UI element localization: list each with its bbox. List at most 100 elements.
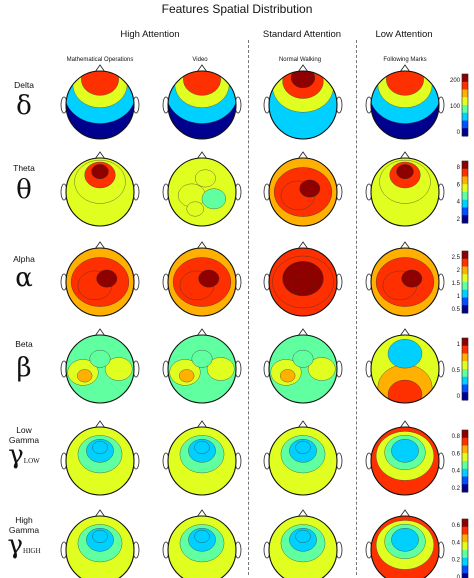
head-outline	[65, 247, 135, 317]
head-outline	[370, 426, 440, 496]
head-outline	[370, 334, 440, 404]
colorbar-segment	[462, 573, 468, 578]
band-symbol-theta: θ	[16, 175, 32, 205]
topomap-head	[60, 64, 140, 140]
nose-outline	[399, 509, 411, 518]
nose-outline	[399, 64, 411, 73]
nose-outline	[94, 64, 106, 73]
head-outline	[167, 426, 237, 496]
nose-outline	[196, 241, 208, 250]
topomap-head	[263, 64, 343, 140]
topomap-contour	[290, 275, 316, 296]
colorbar-frame	[461, 429, 469, 493]
topomap-contour	[387, 339, 423, 369]
topomap-head	[162, 151, 242, 227]
colorbar: 2.5 2 1.5 1 0.5	[452, 250, 469, 314]
head-outline	[370, 247, 440, 317]
head-outline	[268, 334, 338, 404]
topomap-contour	[89, 349, 111, 368]
nose-outline	[196, 509, 208, 518]
colorbar-tick-label: 8	[457, 165, 461, 171]
nose-outline	[399, 420, 411, 429]
band-symbol-alpha: α	[15, 263, 33, 293]
condition-label-marks: Following Marks	[383, 57, 427, 63]
colorbar-segment	[462, 81, 468, 90]
nose-outline	[196, 64, 208, 73]
band-name-beta: Beta	[15, 339, 33, 349]
topomap-contour	[279, 369, 296, 383]
colorbar: 10.50	[452, 337, 469, 401]
topomap-contour	[191, 349, 213, 368]
topomap-contour	[401, 269, 423, 288]
colorbar-segment	[462, 526, 468, 535]
colorbar-segment	[462, 534, 468, 543]
condition-label-math: Mathematical Operations	[66, 57, 134, 63]
colorbar-segment	[462, 361, 468, 370]
band-name-low-gamma: Low Gamma	[8, 425, 40, 445]
band-name-delta: Delta	[14, 80, 34, 90]
colorbar-segment	[462, 437, 468, 446]
colorbar-tick-label: 6	[457, 182, 461, 188]
colorbar-segment	[462, 215, 468, 224]
topomap-contour	[194, 169, 216, 188]
group-label-high-attention: High Attention	[120, 29, 180, 40]
topomap-head	[263, 151, 343, 227]
nose-outline	[94, 151, 106, 160]
colorbar-tick-label: 0.6	[452, 523, 461, 529]
nose-outline	[196, 151, 208, 160]
colorbar-tick-label: 0.2	[452, 486, 461, 492]
colorbar-segment	[462, 445, 468, 454]
head-outline	[65, 157, 135, 227]
nose-outline	[196, 328, 208, 337]
colorbar-segment	[462, 519, 468, 528]
topomap-contour	[201, 188, 227, 210]
topomap-contour	[194, 529, 210, 544]
nose-outline	[297, 241, 309, 250]
colorbar-segment	[462, 353, 468, 362]
topomap-contour	[299, 179, 321, 198]
head-outline	[268, 157, 338, 227]
colorbar: 0.6 0.4 0.2 0	[452, 518, 469, 578]
nose-outline	[399, 241, 411, 250]
head-outline	[370, 70, 440, 140]
colorbar-tick-label: 1.5	[452, 281, 461, 287]
colorbar-segment	[462, 282, 468, 291]
colorbar-tick-label: 0.5	[452, 368, 461, 374]
band-symbol-delta: δ	[16, 91, 32, 121]
colorbar-segment	[462, 74, 468, 83]
topomap-head	[365, 241, 445, 317]
topomap-contour	[391, 527, 419, 552]
nose-outline	[399, 151, 411, 160]
group-label-standard-attention: Standard Attention	[262, 29, 342, 40]
colorbar-frame	[461, 250, 469, 314]
colorbar-segment	[462, 369, 468, 378]
colorbar-tick-label: 2	[457, 268, 461, 274]
topomap-contour	[290, 71, 316, 89]
group-divider	[356, 40, 357, 575]
topomap-contour	[186, 201, 204, 217]
topomap-head	[60, 328, 140, 404]
colorbar-segment	[462, 112, 468, 121]
nose-outline	[297, 509, 309, 518]
topomap-head	[162, 241, 242, 317]
colorbar-segment	[462, 184, 468, 193]
topomap-head	[263, 509, 343, 578]
band-symbol-low-gamma: γLOW	[8, 440, 40, 470]
head-outline	[167, 157, 237, 227]
head-outline	[268, 70, 338, 140]
topomap-contour	[104, 357, 133, 381]
head-outline	[268, 247, 338, 317]
head-outline	[268, 515, 338, 578]
head-outline	[65, 334, 135, 404]
colorbar-segment	[462, 468, 468, 477]
colorbar-segment	[462, 305, 468, 314]
figure-title: Features Spatial Distribution	[161, 2, 313, 16]
colorbar-tick-label: 1	[457, 294, 461, 300]
nose-outline	[297, 420, 309, 429]
colorbar-frame	[461, 73, 469, 137]
colorbar-segment	[462, 266, 468, 275]
nose-outline	[94, 328, 106, 337]
topomap-contour	[292, 349, 314, 368]
colorbar-segment	[462, 392, 468, 401]
